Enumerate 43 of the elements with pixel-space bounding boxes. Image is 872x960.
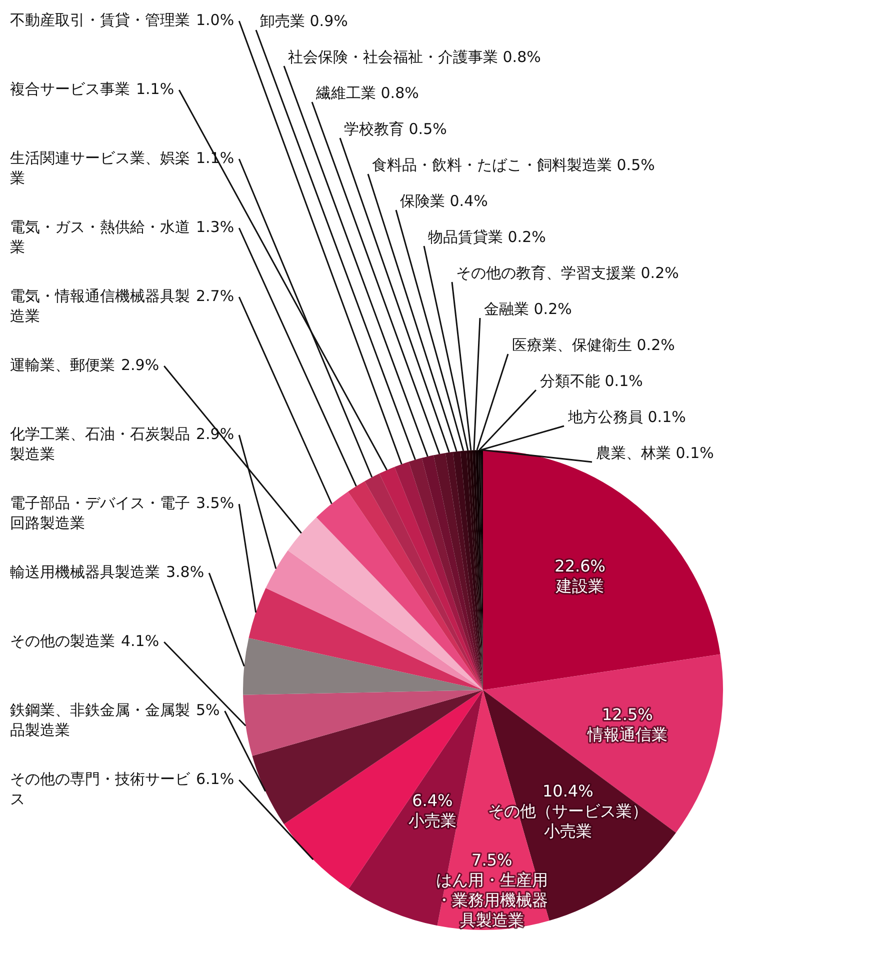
slice-label: 複合サービス事業 bbox=[10, 80, 130, 98]
slice-label: 保険業 0.4% bbox=[400, 192, 488, 210]
slice-label: その他の専門・技術サービス bbox=[10, 770, 191, 808]
data-label: 6.1% bbox=[196, 770, 234, 788]
data-label: 5% bbox=[196, 700, 220, 719]
slice-label: 化学工業、石油・石炭製品製造業 bbox=[10, 424, 190, 463]
slice-label: 金融業 0.2% bbox=[484, 300, 572, 318]
data-label: 2.9% bbox=[121, 356, 160, 374]
slice-label: 小売業 bbox=[408, 811, 456, 830]
data-label: 1.3% bbox=[196, 218, 234, 236]
slice-label: 鉄鋼業、非鉄金属・金属製品製造業 bbox=[10, 700, 190, 739]
data-label: 10.4% bbox=[542, 781, 594, 800]
slice-label: 社会保険・社会福祉・介護事業 0.8% bbox=[288, 48, 541, 66]
data-label: 3.8% bbox=[166, 562, 204, 581]
data-label: 6.4% bbox=[412, 791, 453, 810]
slice-label: 医療業、保健衛生 0.2% bbox=[512, 336, 675, 354]
slice-label: 繊維工業 0.8% bbox=[315, 84, 419, 102]
slice-label: 運輸業、郵便業 bbox=[10, 356, 115, 374]
slice-label: その他の製造業 bbox=[10, 632, 115, 650]
slice-label: 不動産取引・賃貸・管理業 bbox=[10, 10, 190, 29]
slice-label: 農業、林業 0.1% bbox=[596, 444, 714, 462]
slice-label: 建設業 bbox=[555, 576, 604, 596]
slice-label: 分類不能 0.1% bbox=[540, 372, 643, 390]
data-label: 22.6% bbox=[554, 556, 606, 576]
slice-label: 学校教育 0.5% bbox=[344, 120, 447, 138]
data-label: 12.5% bbox=[602, 705, 653, 724]
slice-label: 物品賃貸業 0.2% bbox=[428, 228, 546, 246]
slice-label: 情報通信業 bbox=[586, 725, 668, 744]
slice-label: 生活関連サービス業、娯楽業 bbox=[10, 148, 190, 187]
data-label: 7.5% bbox=[472, 850, 512, 870]
data-label: 1.1% bbox=[136, 80, 174, 98]
data-label: 1.0% bbox=[196, 10, 234, 29]
slice-label: 輸送用機械器具製造業 bbox=[10, 562, 160, 581]
slice-label: 電子部品・デバイス・電子回路製造業 bbox=[10, 494, 190, 532]
slice-label: 食料品・飲料・たばこ・飼料製造業 0.5% bbox=[372, 156, 655, 174]
data-label: 4.1% bbox=[121, 632, 160, 650]
slice-label: 電気・ガス・熱供給・水道業 bbox=[10, 218, 190, 256]
data-label: 2.7% bbox=[196, 286, 234, 305]
slice-label: その他の教育、学習支援業 0.2% bbox=[456, 264, 679, 282]
slice-label: 電気・情報通信機械器具製造業 bbox=[10, 286, 190, 325]
data-label: 3.5% bbox=[196, 494, 234, 512]
slice-label: 地方公務員 0.1% bbox=[567, 408, 686, 426]
slice-label: 卸売業 0.9% bbox=[260, 12, 348, 30]
